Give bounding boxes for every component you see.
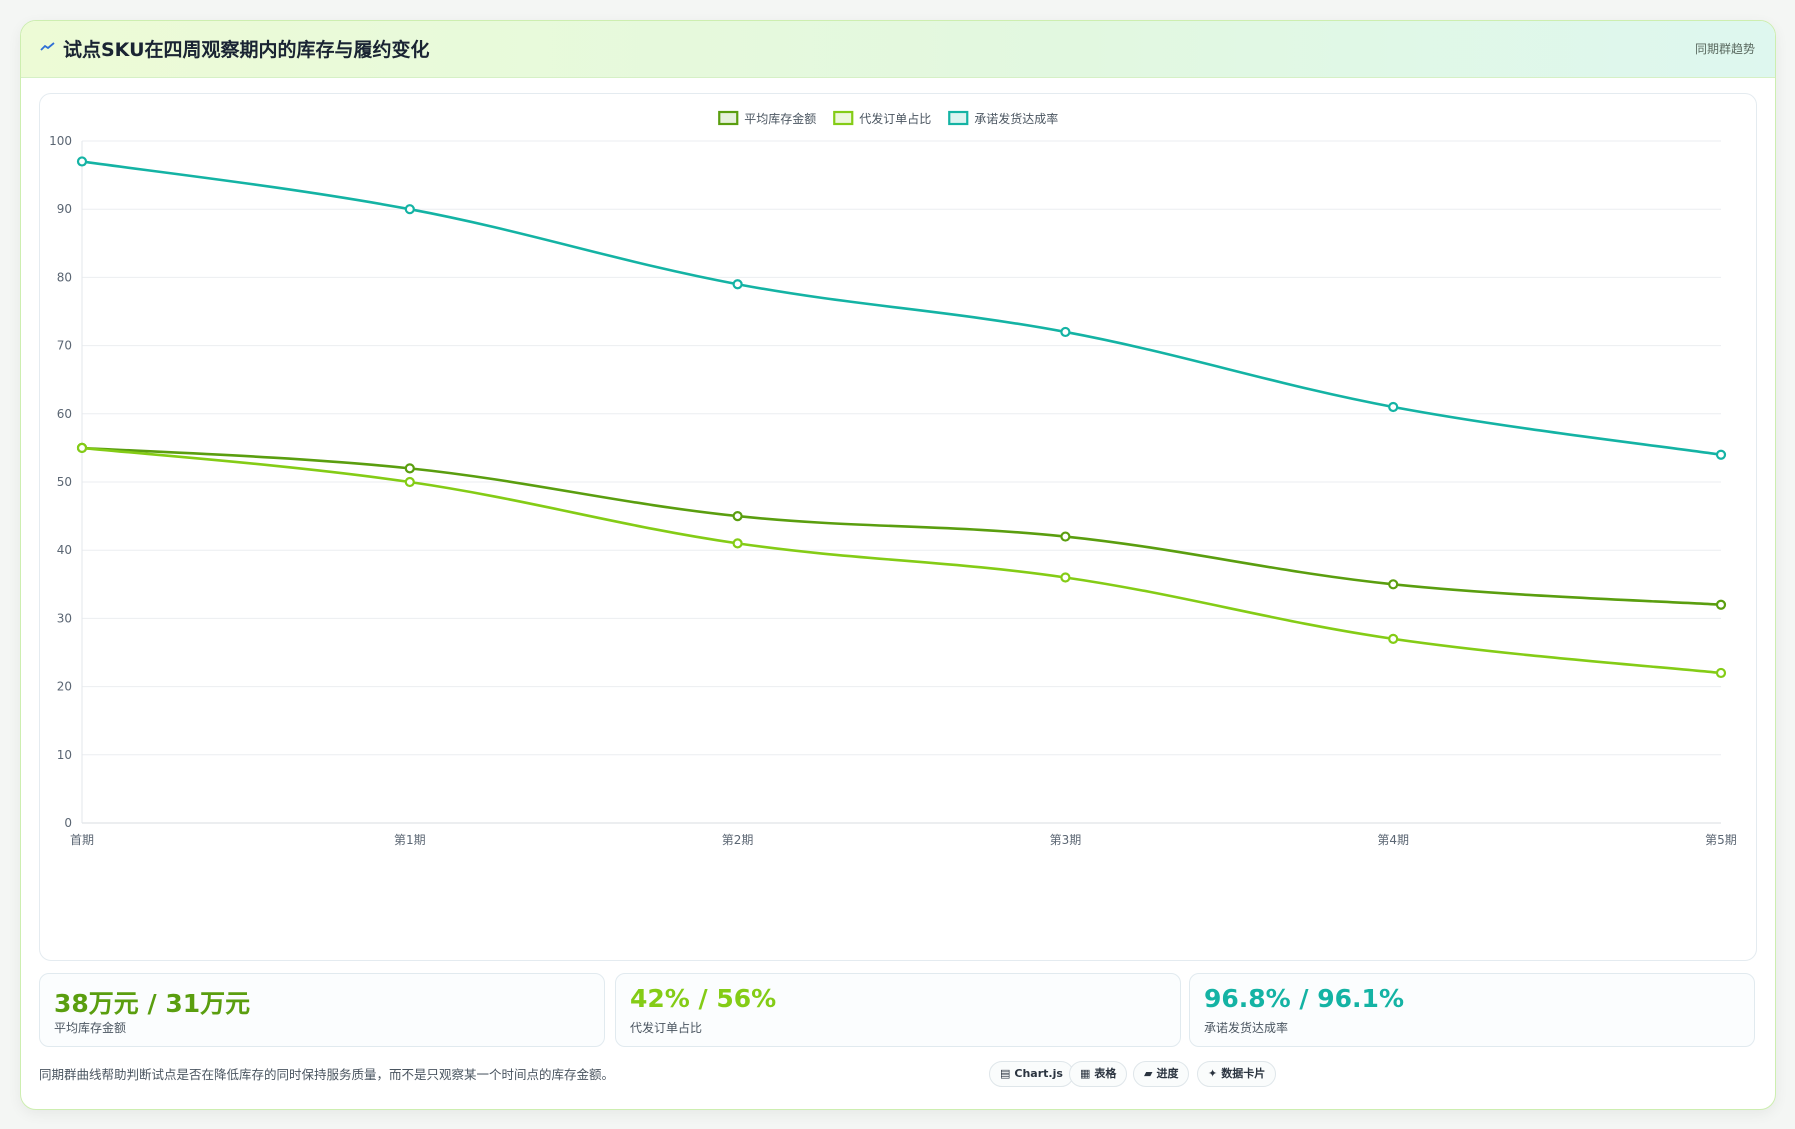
x-tick-label: 第3期 [1050, 833, 1082, 847]
x-tick-label: 第5期 [1705, 833, 1737, 847]
pill-table[interactable]: ▦ 表格 [1069, 1061, 1128, 1087]
pill-label: 进度 [1156, 1067, 1179, 1080]
pill-label: Chart.js [1014, 1067, 1063, 1080]
data-point [76, 156, 88, 167]
series-line-0 [81, 446, 1722, 607]
data-point [1388, 401, 1399, 413]
trend-icon [40, 42, 55, 51]
legend-entry: 承诺发货达成率 [974, 111, 1058, 126]
data-point [732, 538, 743, 549]
card-header: 试点SKU在四周观察期内的库存与履约变化 同期群趋势 [21, 21, 1775, 78]
footer-note: 同期群曲线帮助判断试点是否在降低库存的同时保持服务质量，而不是只观察某一个时间点… [39, 1067, 615, 1082]
data-point [1060, 531, 1071, 542]
data-point [1715, 599, 1727, 610]
y-tick-label: 0 [64, 816, 72, 830]
table-icon: ▦ [1080, 1067, 1091, 1080]
legend-swatch [948, 110, 969, 126]
y-tick-label: 20 [57, 680, 72, 694]
data-point [1388, 633, 1399, 644]
x-tick-label: 第4期 [1377, 833, 1409, 847]
y-tick-label: 90 [57, 202, 72, 216]
stat-value: 42% / 56% [630, 984, 777, 1013]
page-title: 试点SKU在四周观察期内的库存与履约变化 [63, 39, 430, 61]
data-point [1715, 449, 1727, 460]
data-point [404, 204, 415, 215]
pill-chartjs[interactable]: ▤ Chart.js [989, 1061, 1074, 1087]
data-point [732, 279, 743, 290]
legend-swatch [718, 110, 739, 126]
stat-label: 代发订单占比 [630, 1021, 703, 1035]
stat-card-fulfillment: 96.8% / 96.1% 承诺发货达成率 [1189, 973, 1755, 1047]
data-point [404, 476, 415, 488]
legend-entry: 平均库存金额 [744, 111, 816, 126]
y-tick-label: 80 [57, 270, 72, 284]
x-tick-label: 第2期 [722, 833, 754, 847]
y-tick-label: 40 [57, 543, 72, 557]
header-tag: 同期群趋势 [1694, 42, 1755, 56]
y-tick-label: 60 [57, 407, 72, 421]
data-point [1715, 667, 1727, 679]
stat-label: 平均库存金额 [54, 1021, 127, 1035]
chart-icon: ▤ [1000, 1067, 1011, 1080]
pill-label: 数据卡片 [1221, 1067, 1266, 1080]
stat-cards: 38万元 / 31万元 平均库存金额 42% / 56% 代发订单占比 96.8… [39, 973, 1755, 1047]
stat-value: 38万元 / 31万元 [54, 989, 251, 1018]
data-point [1060, 326, 1071, 338]
stat-card-dropship: 42% / 56% 代发订单占比 [615, 973, 1181, 1047]
x-tick-label: 首期 [70, 833, 94, 847]
legend-swatch [833, 110, 854, 126]
legend-entry: 代发订单占比 [859, 111, 931, 126]
data-point [404, 463, 415, 474]
data-point [76, 442, 88, 453]
series-line-1 [81, 446, 1722, 675]
pill-progress[interactable]: ▰ 进度 [1133, 1061, 1190, 1087]
chart-area: 0 10 20 30 40 50 60 70 80 90 100 首期 第1期 第2期 第3期 第4期 第5期 平… [39, 93, 1757, 961]
y-tick-label: 100 [49, 134, 72, 148]
progress-icon: ▰ [1144, 1067, 1153, 1080]
card-icon: ✦ [1208, 1067, 1218, 1080]
x-tick-label: 第1期 [394, 833, 426, 847]
series-line-2 [81, 160, 1722, 457]
data-point [1060, 572, 1071, 583]
line-chart: 0 10 20 30 40 50 60 70 80 90 100 首期 第1期 第2期 第3期 第4期 第5期 平… [49, 110, 1737, 847]
y-tick-label: 70 [57, 339, 72, 353]
stat-value: 96.8% / 96.1% [1204, 984, 1404, 1013]
stat-card-inventory: 38万元 / 31万元 平均库存金额 [39, 973, 605, 1047]
data-point [732, 511, 743, 522]
y-tick-label: 10 [57, 748, 72, 762]
y-tick-label: 30 [57, 611, 72, 625]
y-tick-label: 50 [57, 475, 72, 489]
pill-label: 表格 [1094, 1067, 1117, 1080]
chart-card: 试点SKU在四周观察期内的库存与履约变化 同期群趋势 0 10 20 30 40 50 60… [20, 20, 1776, 1110]
data-point [1388, 579, 1399, 590]
pill-datacard[interactable]: ✦ 数据卡片 [1197, 1061, 1277, 1087]
stat-label: 承诺发货达成率 [1204, 1021, 1289, 1035]
